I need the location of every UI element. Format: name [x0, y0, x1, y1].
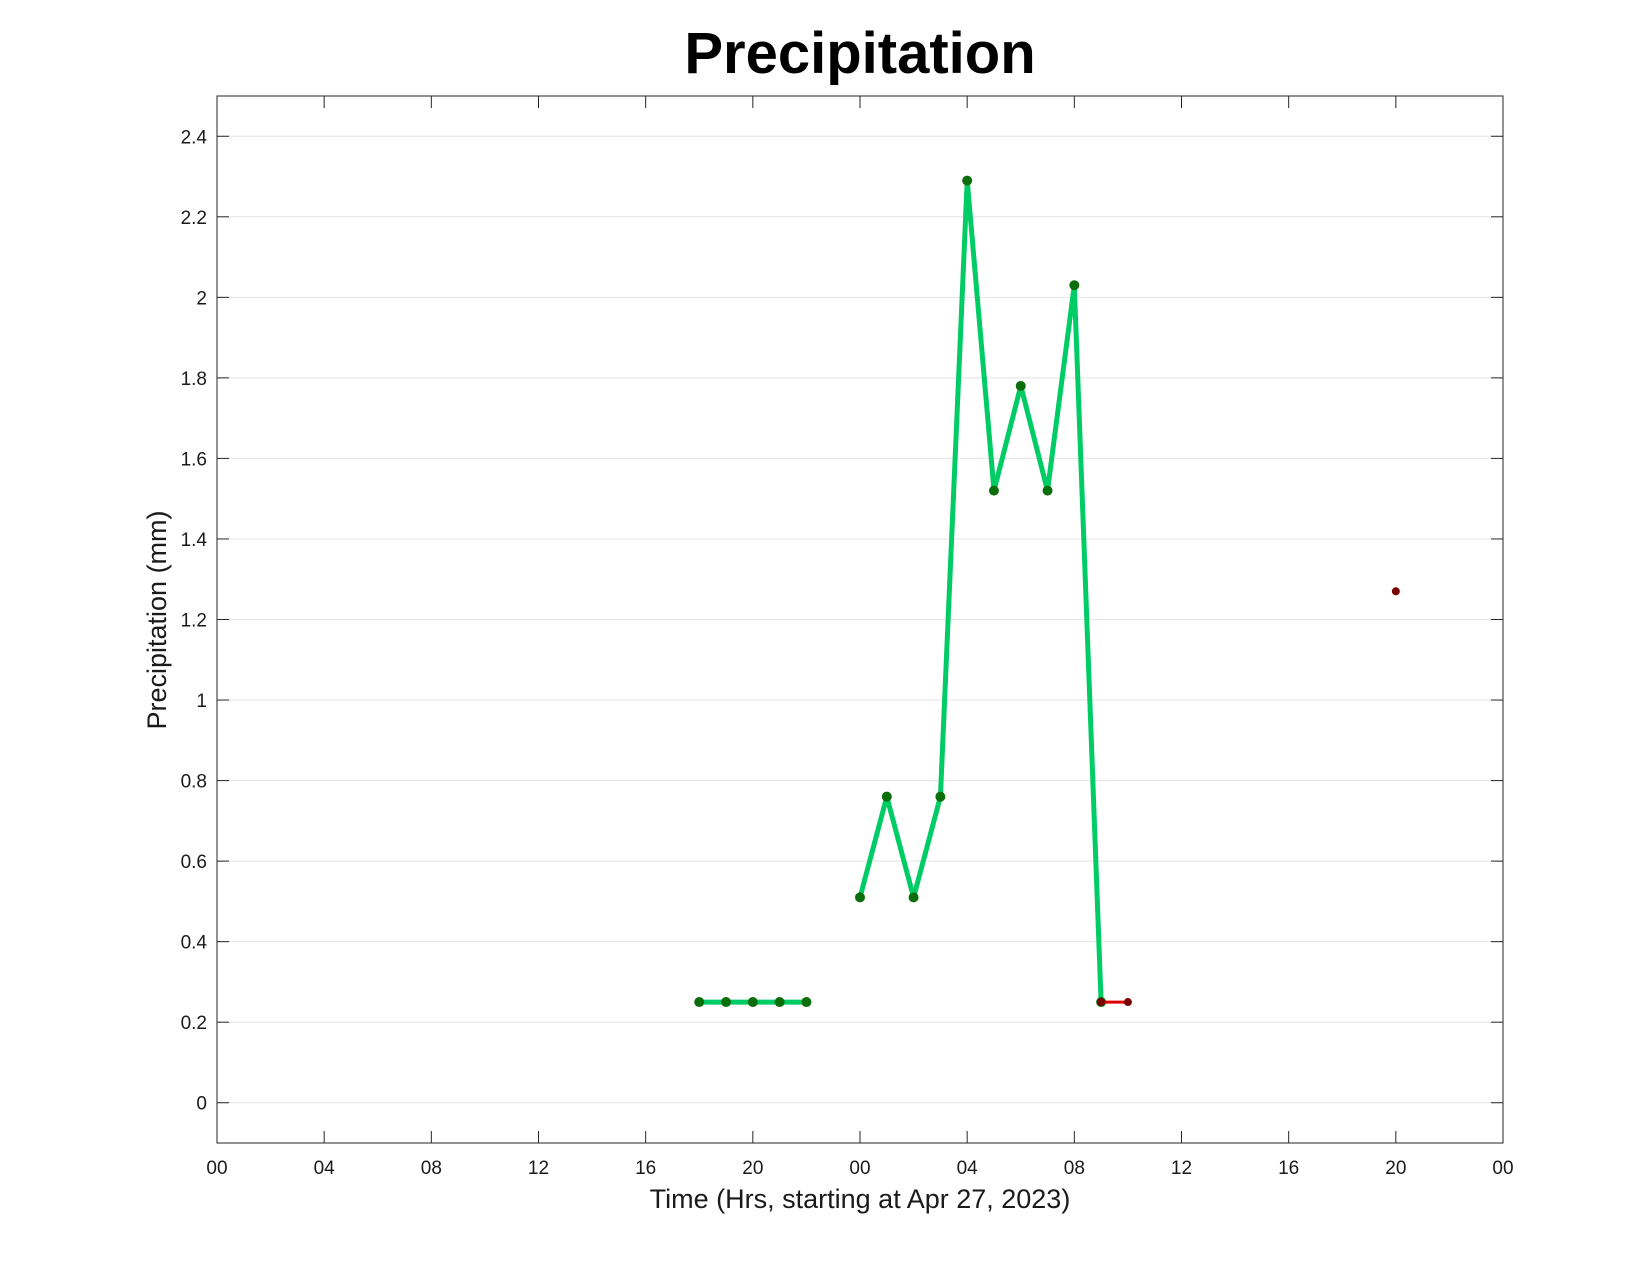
y-tick-label: 0.6	[181, 852, 207, 873]
data-point	[962, 175, 973, 186]
x-tick-label: 12	[528, 1158, 549, 1179]
y-tick-label: 0.4	[181, 933, 208, 954]
grid-lines	[217, 135, 1503, 1104]
y-tick-label: 0	[196, 1094, 207, 1115]
x-tick-label: 04	[314, 1158, 336, 1179]
y-tick-label: 1.4	[181, 530, 208, 551]
data-point	[881, 791, 892, 802]
y-tick-label: 1.6	[181, 449, 207, 470]
plot-area-frame	[216, 95, 1504, 1144]
x-tick-label: 04	[957, 1158, 979, 1179]
y-tick-label: 0.2	[181, 1013, 207, 1034]
chart-title: Precipitation	[684, 21, 1035, 86]
y-tick-label: 1.2	[181, 611, 207, 632]
y-tick-label: 2	[196, 288, 207, 309]
data-point	[747, 997, 758, 1008]
data-point	[908, 892, 919, 903]
data-point	[694, 997, 705, 1008]
x-tick-label: 00	[206, 1158, 227, 1179]
data-point	[721, 997, 732, 1008]
y-tick-label: 1	[196, 691, 207, 712]
y-tick-labels: 0 0.2 0.4 0.6 0.8 1 1.2 1.4 1.6 1.8 2 2.2 2.4	[181, 127, 208, 1114]
data-point	[1015, 380, 1026, 391]
x-tick-label: 20	[742, 1158, 763, 1179]
data-point	[801, 997, 812, 1008]
data-series	[694, 175, 1400, 1008]
x-axis-label: Time (Hrs, starting at Apr 27, 2023)	[650, 1184, 1071, 1214]
x-tick-label: 20	[1385, 1158, 1406, 1179]
y-tick-label: 2.2	[181, 208, 207, 229]
data-point	[774, 997, 785, 1008]
x-tick-label: 12	[1171, 1158, 1192, 1179]
data-point	[1069, 280, 1080, 291]
y-axis-label: Precipitation (mm)	[142, 510, 172, 729]
data-point	[988, 485, 999, 496]
data-point	[1123, 998, 1132, 1007]
data-point	[1097, 998, 1106, 1007]
y-tick-label: 1.8	[181, 369, 207, 390]
data-point	[855, 892, 865, 903]
data-point	[935, 791, 946, 802]
axis-ticks	[216, 96, 1504, 1143]
x-tick-label: 08	[1064, 1158, 1085, 1179]
x-tick-labels: 00 04 08 12 16 20 00 04 08 12 16 20 00	[206, 1158, 1513, 1179]
x-tick-label: 16	[1278, 1158, 1299, 1179]
y-tick-label: 2.4	[181, 127, 208, 148]
series-line	[857, 178, 1104, 1005]
x-tick-label: 16	[635, 1158, 656, 1179]
x-tick-label: 00	[1492, 1158, 1513, 1179]
x-tick-label: 00	[849, 1158, 870, 1179]
x-tick-label: 08	[421, 1158, 442, 1179]
data-point	[1042, 485, 1053, 496]
y-tick-label: 0.8	[181, 772, 207, 793]
data-point	[1391, 587, 1400, 596]
